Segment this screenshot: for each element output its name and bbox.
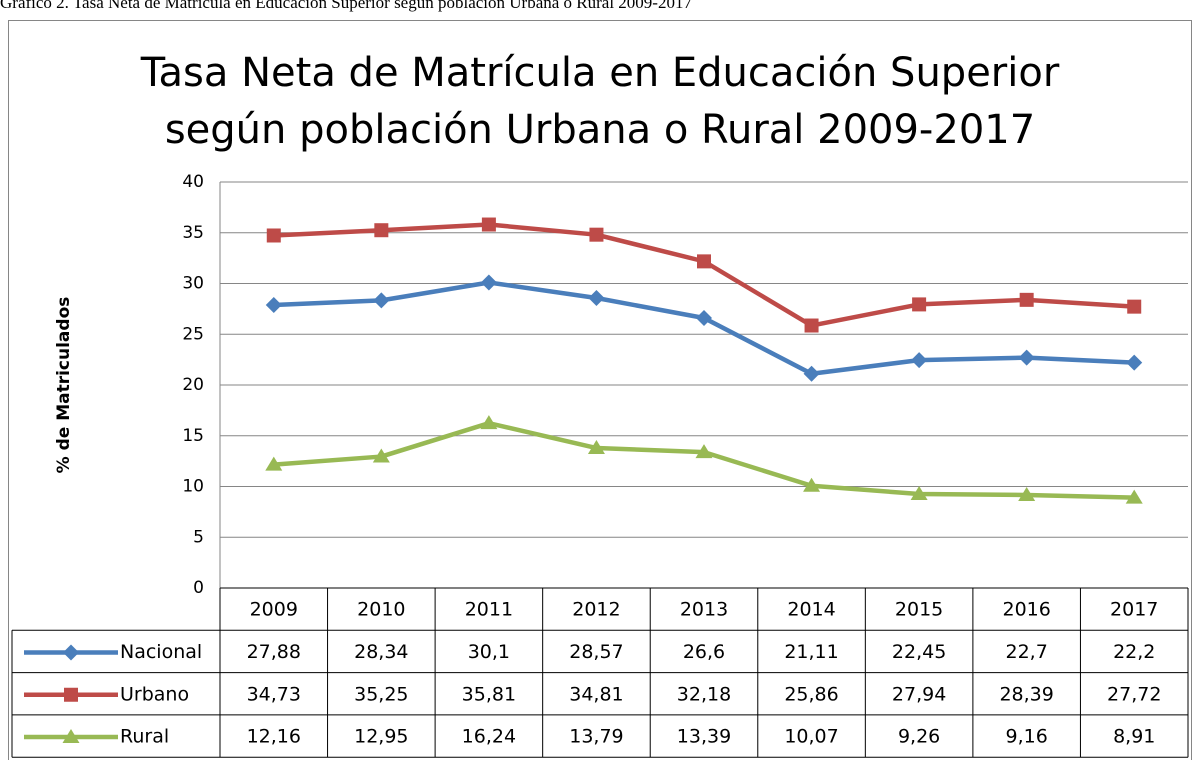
data-point — [804, 318, 819, 333]
table-value: 22,45 — [892, 641, 946, 663]
table-value: 12,95 — [354, 726, 408, 748]
data-point — [1019, 292, 1034, 307]
table-value: 28,34 — [354, 641, 408, 663]
data-point — [1018, 349, 1035, 366]
x-tick-label: 2013 — [680, 599, 728, 621]
data-point — [803, 365, 820, 382]
data-point — [588, 290, 605, 307]
table-value: 12,16 — [247, 726, 301, 748]
data-point — [480, 274, 497, 291]
legend-marker — [64, 687, 78, 702]
x-tick-label: 2011 — [465, 599, 513, 621]
legend-marker — [62, 729, 80, 744]
table-value: 10,07 — [784, 726, 838, 748]
data-point — [911, 352, 928, 369]
legend-label: Urbano — [120, 683, 189, 705]
legend-label: Nacional — [120, 641, 202, 663]
table-value: 28,57 — [569, 641, 623, 663]
table-value: 27,88 — [247, 641, 301, 663]
x-tick-label: 2017 — [1110, 599, 1158, 621]
data-point — [266, 228, 281, 243]
data-point — [374, 223, 389, 238]
data-point — [480, 415, 498, 430]
data-point — [1125, 489, 1143, 504]
table-value: 30,1 — [468, 641, 510, 663]
chart-title: según población Urbana o Rural 2009-2017 — [165, 107, 1035, 153]
chart-frame — [8, 20, 1192, 760]
data-point — [589, 227, 604, 242]
y-tick-label: 10 — [182, 477, 204, 497]
table-value: 28,39 — [999, 683, 1053, 705]
chart-title: Tasa Neta de Matrícula en Educación Supe… — [140, 50, 1060, 96]
table-value: 13,79 — [569, 726, 623, 748]
data-point — [1127, 299, 1142, 314]
x-tick-label: 2010 — [357, 599, 405, 621]
table-value: 26,6 — [683, 641, 725, 663]
table-value: 22,2 — [1113, 641, 1155, 663]
table-value: 9,26 — [898, 726, 940, 748]
data-point — [803, 477, 821, 492]
x-tick-label: 2015 — [895, 599, 943, 621]
data-point — [912, 297, 927, 312]
table-value: 35,25 — [354, 683, 408, 705]
caption: Gráfico 2. Tasa Neta de Matrícula en Edu… — [0, 0, 692, 12]
x-tick-label: 2014 — [787, 599, 835, 621]
table-value: 32,18 — [677, 683, 731, 705]
y-tick-label: 40 — [182, 172, 204, 192]
data-point — [265, 297, 282, 314]
data-point — [1018, 487, 1036, 502]
y-tick-label: 20 — [182, 375, 204, 395]
data-point — [481, 217, 496, 232]
data-point — [372, 448, 390, 463]
data-point — [697, 254, 711, 269]
table-value: 34,73 — [247, 683, 301, 705]
table-value: 27,72 — [1107, 683, 1161, 705]
legend-marker — [63, 644, 79, 661]
table-value: 22,7 — [1006, 641, 1048, 663]
table-value: 13,39 — [677, 726, 731, 748]
legend-label: Rural — [120, 726, 169, 748]
x-tick-label: 2009 — [250, 599, 298, 621]
table-value: 35,81 — [462, 683, 516, 705]
data-point — [265, 456, 283, 471]
y-tick-label: 5 — [193, 527, 204, 547]
data-point — [1126, 354, 1143, 371]
data-point — [587, 440, 605, 455]
table-value: 34,81 — [569, 683, 623, 705]
data-point — [695, 444, 713, 459]
y-tick-label: 15 — [182, 426, 204, 446]
y-tick-label: 0 — [193, 578, 204, 598]
table-value: 16,24 — [462, 726, 516, 748]
y-tick-label: 25 — [182, 324, 204, 344]
x-tick-label: 2012 — [572, 599, 620, 621]
data-point — [696, 310, 712, 327]
x-tick-label: 2016 — [1002, 599, 1050, 621]
y-axis-label: % de Matriculados — [54, 297, 74, 474]
y-tick-label: 35 — [182, 223, 204, 243]
table-value: 25,86 — [784, 683, 838, 705]
table-value: 9,16 — [1006, 726, 1048, 748]
data-point — [910, 486, 928, 501]
table-value: 8,91 — [1113, 726, 1155, 748]
table-value: 27,94 — [892, 683, 946, 705]
table-value: 21,11 — [784, 641, 838, 663]
y-tick-label: 30 — [182, 274, 204, 294]
data-point — [373, 292, 390, 309]
